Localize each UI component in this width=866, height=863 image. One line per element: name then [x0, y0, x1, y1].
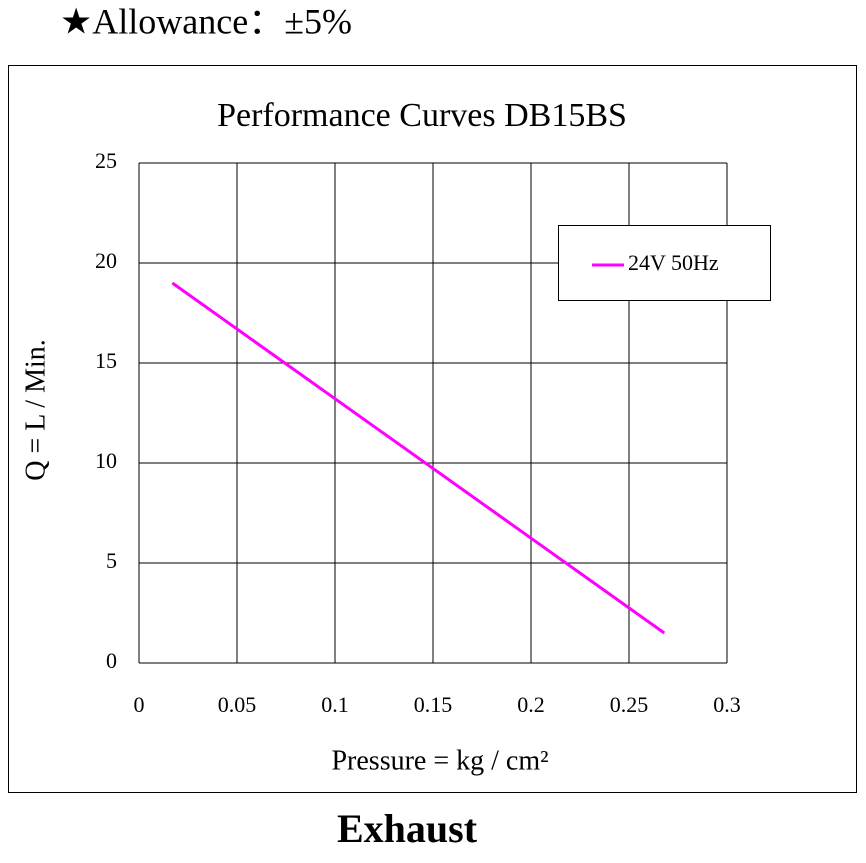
x-tick-label: 0.25 — [610, 692, 649, 717]
x-tick-label: 0 — [134, 692, 145, 717]
x-tick-label: 0.15 — [414, 692, 453, 717]
data-line — [171, 281, 666, 635]
y-tick-label: 15 — [95, 348, 117, 373]
chart-title: Performance Curves DB15BS — [217, 97, 627, 134]
y-tick-label: 5 — [106, 548, 117, 573]
y-tick-label: 0 — [106, 648, 117, 673]
x-tick-label: 0.3 — [713, 692, 741, 717]
x-axis-label: Pressure = kg / cm² — [331, 745, 548, 776]
allowance-note: ★Allowance：±5% — [60, 1, 352, 41]
y-tick-label: 25 — [95, 148, 117, 173]
x-tick-label: 0.1 — [321, 692, 349, 717]
footer-title: Exhaust — [337, 806, 478, 851]
x-tick-label: 0.2 — [517, 692, 545, 717]
chart-frame — [8, 65, 857, 793]
legend-box — [558, 225, 771, 301]
x-tick-label: 0.05 — [218, 692, 257, 717]
y-tick-label: 20 — [95, 248, 117, 273]
legend-label: 24V 50Hz — [628, 250, 719, 275]
y-tick-label: 10 — [95, 448, 117, 473]
y-axis-label: Q = L / Min. — [20, 339, 51, 481]
